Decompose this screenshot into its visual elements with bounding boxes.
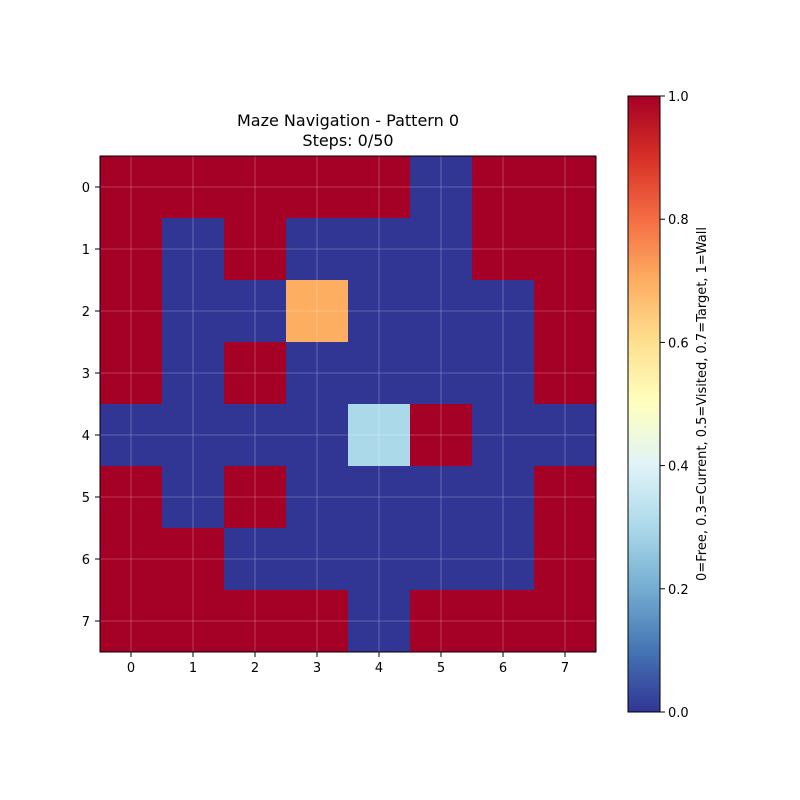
maze-cell-r3-c5 xyxy=(410,342,473,405)
maze-cell-r1-c2 xyxy=(224,218,287,281)
plot-frame xyxy=(99,155,597,653)
maze-cell-r2-c0 xyxy=(100,280,163,343)
maze-cell-r5-c5 xyxy=(410,466,473,529)
y-tick-label-3: 3 xyxy=(82,367,90,382)
maze-cell-r4-c3 xyxy=(286,404,349,467)
y-tick-label-0: 0 xyxy=(82,181,90,196)
maze-cell-r6-c0 xyxy=(100,528,163,591)
maze-cell-r2-c4 xyxy=(348,280,411,343)
maze-cell-r5-c6 xyxy=(472,466,535,529)
maze-cell-r4-c4 xyxy=(348,404,411,467)
colorbar-tick-label-5: 1.0 xyxy=(668,90,689,105)
maze-cell-r4-c1 xyxy=(162,404,225,467)
colorbar-tick-label-2: 0.4 xyxy=(668,460,689,475)
maze-cell-r7-c5 xyxy=(410,590,473,653)
maze-cell-r3-c6 xyxy=(472,342,535,405)
y-tick-label-5: 5 xyxy=(82,491,90,506)
maze-cell-r3-c1 xyxy=(162,342,225,405)
maze-cell-r7-c0 xyxy=(100,590,163,653)
maze-cell-r4-c6 xyxy=(472,404,535,467)
maze-cell-r1-c5 xyxy=(410,218,473,281)
maze-cell-r0-c3 xyxy=(286,156,349,219)
maze-cell-r2-c1 xyxy=(162,280,225,343)
colorbar xyxy=(627,95,661,713)
x-tick-label-5: 5 xyxy=(437,661,445,676)
chart-title: Maze Navigation - Pattern 0 xyxy=(236,111,459,130)
x-tick-label-0: 0 xyxy=(127,661,135,676)
maze-cell-r7-c6 xyxy=(472,590,535,653)
maze-cell-r4-c0 xyxy=(100,404,163,467)
maze-cell-r5-c1 xyxy=(162,466,225,529)
maze-cell-r7-c3 xyxy=(286,590,349,653)
maze-cell-r7-c2 xyxy=(224,590,287,653)
colorbar-tick-label-1: 0.2 xyxy=(668,583,689,598)
chart-subtitle: Steps: 0/50 xyxy=(302,131,394,150)
colorbar-label: 0=Free, 0.3=Current, 0.5=Visited, 0.7=Ta… xyxy=(695,227,710,581)
x-tick-label-3: 3 xyxy=(313,661,321,676)
x-tick-label-6: 6 xyxy=(499,661,507,676)
colorbar-tick-label-4: 0.8 xyxy=(668,213,689,228)
maze-cell-r6-c5 xyxy=(410,528,473,591)
x-tick-label-4: 4 xyxy=(375,661,383,676)
maze-cell-r6-c1 xyxy=(162,528,225,591)
y-tick-label-2: 2 xyxy=(82,305,90,320)
maze-cell-r0-c0 xyxy=(100,156,163,219)
maze-cell-r2-c6 xyxy=(472,280,535,343)
maze-cell-r1-c0 xyxy=(100,218,163,281)
maze-cell-r2-c3 xyxy=(286,280,349,343)
maze-cell-r5-c3 xyxy=(286,466,349,529)
maze-cell-r6-c2 xyxy=(224,528,287,591)
maze-cell-r5-c0 xyxy=(100,466,163,529)
maze-cell-r0-c6 xyxy=(472,156,535,219)
maze-cell-r0-c4 xyxy=(348,156,411,219)
maze-cell-r7-c1 xyxy=(162,590,225,653)
maze-cell-r4-c2 xyxy=(224,404,287,467)
x-tick-label-7: 7 xyxy=(561,661,569,676)
maze-cell-r3-c0 xyxy=(100,342,163,405)
maze-cell-r5-c4 xyxy=(348,466,411,529)
y-tick-label-6: 6 xyxy=(82,553,90,568)
maze-cell-r1-c7 xyxy=(534,218,597,281)
maze-cell-r3-c3 xyxy=(286,342,349,405)
maze-cell-r2-c7 xyxy=(534,280,597,343)
maze-cell-r3-c2 xyxy=(224,342,287,405)
maze-cell-r3-c7 xyxy=(534,342,597,405)
maze-cell-r1-c6 xyxy=(472,218,535,281)
maze-cell-r3-c4 xyxy=(348,342,411,405)
x-tick-label-1: 1 xyxy=(189,661,197,676)
x-tick-label-2: 2 xyxy=(251,661,259,676)
maze-cell-r2-c2 xyxy=(224,280,287,343)
maze-cell-r6-c7 xyxy=(534,528,597,591)
maze-cell-r0-c2 xyxy=(224,156,287,219)
maze-cell-r1-c3 xyxy=(286,218,349,281)
maze-cell-r2-c5 xyxy=(410,280,473,343)
maze-cell-r5-c2 xyxy=(224,466,287,529)
maze-cell-r1-c1 xyxy=(162,218,225,281)
maze-cell-r7-c7 xyxy=(534,590,597,653)
maze-cell-r0-c1 xyxy=(162,156,225,219)
maze-cell-r7-c4 xyxy=(348,590,411,653)
maze-cell-r0-c7 xyxy=(534,156,597,219)
maze-cell-r6-c3 xyxy=(286,528,349,591)
y-tick-label-4: 4 xyxy=(82,429,90,444)
colorbar-tick-label-3: 0.6 xyxy=(668,336,689,351)
colorbar-tick-label-0: 0.0 xyxy=(668,706,689,721)
maze-cell-r5-c7 xyxy=(534,466,597,529)
maze-cell-r6-c4 xyxy=(348,528,411,591)
y-tick-label-1: 1 xyxy=(82,243,90,258)
maze-cell-r4-c5 xyxy=(410,404,473,467)
maze-cell-r1-c4 xyxy=(348,218,411,281)
y-tick-label-7: 7 xyxy=(82,615,90,630)
maze-cell-r6-c6 xyxy=(472,528,535,591)
maze-cell-r4-c7 xyxy=(534,404,597,467)
maze-cell-r0-c5 xyxy=(410,156,473,219)
